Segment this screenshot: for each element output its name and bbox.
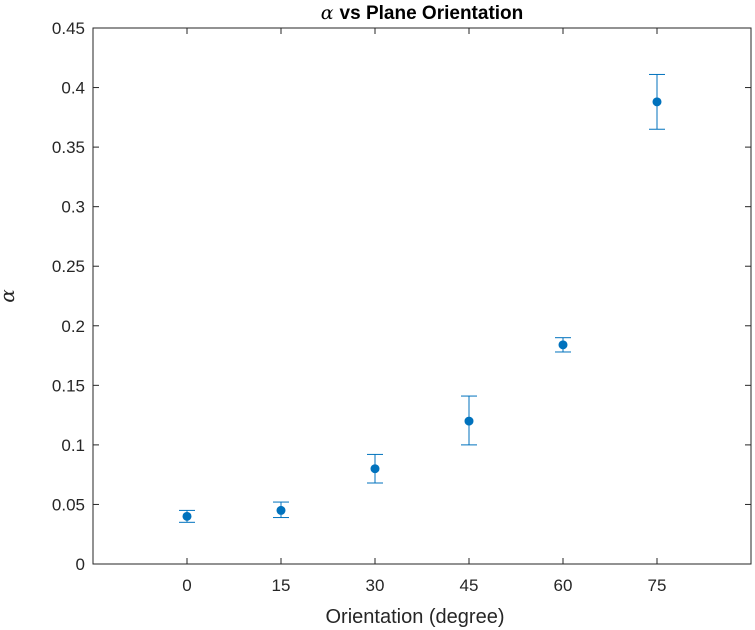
y-tick-label: 0.2	[61, 317, 85, 336]
data-point	[276, 505, 286, 515]
y-tick-label: 0.35	[52, 138, 85, 157]
y-tick-label: 0.25	[52, 257, 85, 276]
x-tick-label: 15	[272, 576, 291, 595]
chart-title: α vs Plane Orientation	[321, 2, 524, 24]
y-tick-label: 0.45	[52, 19, 85, 38]
x-tick-label: 45	[460, 576, 479, 595]
y-axis-ticks: 0 0.05 0.1 0.15 0.2 0.25 0.3 0.35 0.4 0.45	[52, 19, 751, 574]
y-axis-label: α	[0, 289, 19, 303]
y-tick-label: 0.05	[52, 495, 85, 514]
data-point	[652, 97, 662, 107]
y-tick-label: 0	[76, 555, 85, 574]
y-tick-label: 0.1	[61, 436, 85, 455]
x-axis-label: Orientation (degree)	[326, 606, 505, 628]
x-tick-label: 75	[648, 576, 667, 595]
data-point	[182, 511, 192, 521]
title-alpha-symbol: α	[321, 2, 334, 24]
y-tick-label: 0.3	[61, 198, 85, 217]
plot-area	[92, 27, 752, 565]
y-tick-label: 0.15	[52, 376, 85, 395]
data-point	[370, 464, 380, 474]
x-axis-ticks: 0 15 30 45 60 75	[182, 28, 666, 595]
x-tick-label: 0	[182, 576, 191, 595]
y-tick-label: 0.4	[61, 79, 85, 98]
x-tick-label: 30	[366, 576, 385, 595]
x-tick-label: 60	[554, 576, 573, 595]
title-text: vs Plane Orientation	[340, 3, 524, 24]
data-point	[558, 340, 568, 350]
data-point	[464, 416, 474, 426]
data-points	[182, 97, 662, 521]
